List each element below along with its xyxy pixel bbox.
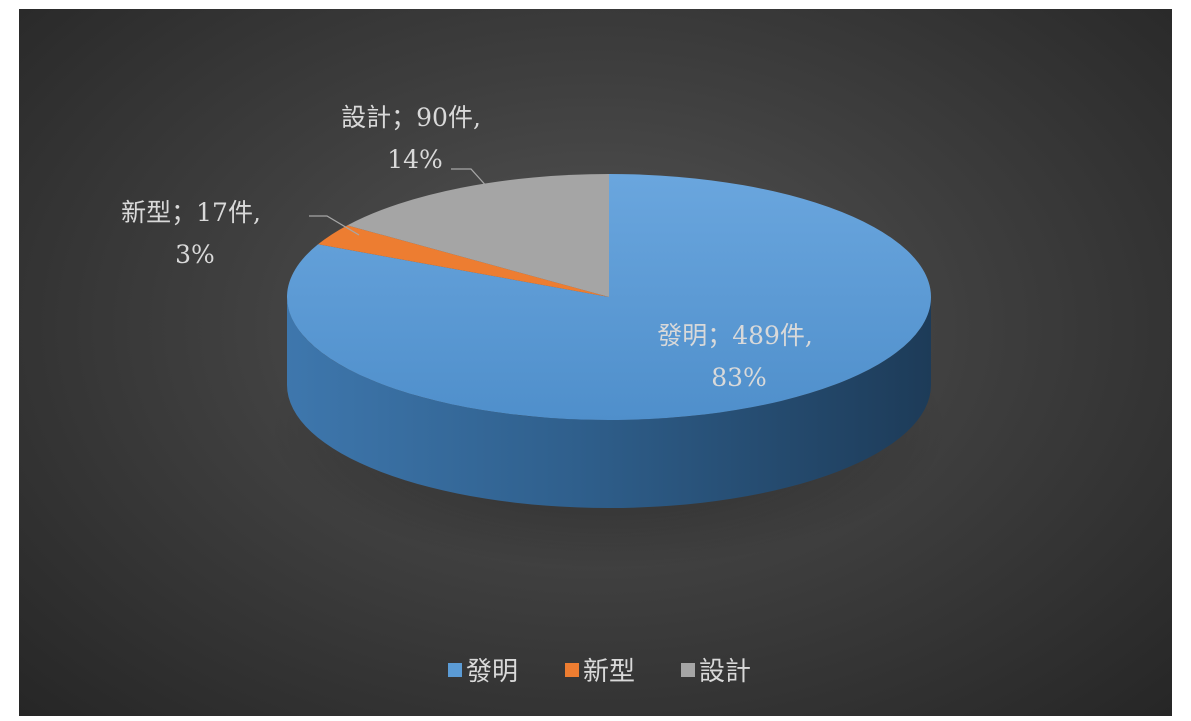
chart-area: 發明；489件, 83% 新型；17件, 3% 設計；90件, 14% 發明 新… — [19, 9, 1172, 716]
data-label-xinxing-line1: 新型；17件, — [121, 198, 261, 227]
leader-line-sheji — [451, 168, 490, 190]
pie-side-wall-faming — [287, 297, 931, 508]
legend-swatch-faming — [448, 663, 462, 677]
data-label-xinxing: 新型；17件, 3% — [121, 198, 269, 269]
legend-label-sheji: 設計 — [699, 657, 751, 687]
legend-label-xinxing: 新型 — [583, 657, 635, 687]
legend-label-faming: 發明 — [466, 657, 518, 687]
pie-slice-sheji — [347, 174, 609, 297]
pie-slice-xinxing — [318, 225, 609, 297]
data-label-faming-line2: 83% — [711, 363, 767, 392]
pie-chart: 發明；489件, 83% 新型；17件, 3% 設計；90件, 14% 發明 新… — [121, 103, 949, 687]
legend: 發明 新型 設計 — [448, 657, 751, 687]
data-label-sheji-line2: 14% — [387, 145, 443, 174]
data-label-sheji-line1: 設計；90件, — [341, 103, 481, 132]
pie-slices — [287, 174, 932, 420]
leader-lines — [309, 168, 490, 236]
pie-slice-faming — [287, 174, 932, 420]
legend-swatch-sheji — [681, 663, 695, 677]
data-label-faming-line1: 發明；489件, — [657, 321, 813, 350]
data-label-sheji: 設計；90件, 14% — [341, 103, 489, 174]
data-label-xinxing-line2: 3% — [175, 240, 215, 269]
legend-swatch-xinxing — [565, 663, 579, 677]
data-label-faming: 發明；489件, 83% — [657, 321, 821, 392]
leader-line-xinxing — [309, 215, 360, 236]
pie-side-walls — [287, 297, 931, 508]
